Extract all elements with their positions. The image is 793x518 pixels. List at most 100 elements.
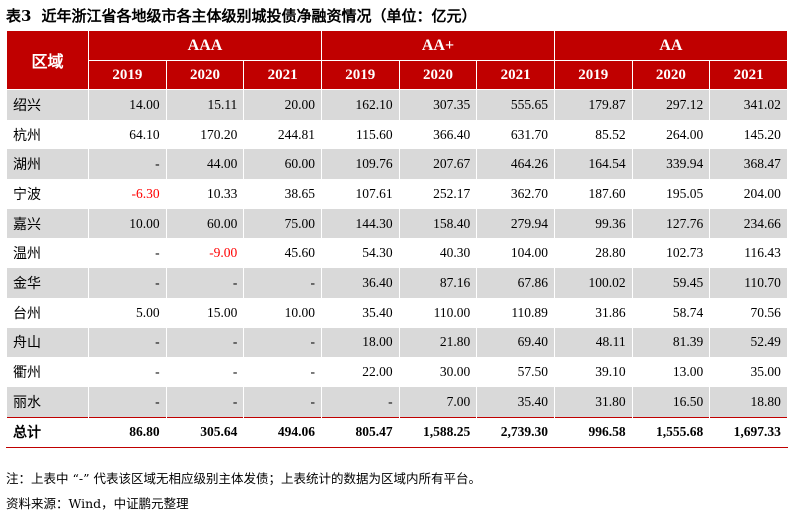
value-cell: - [88,357,167,387]
value-cell: 28.80 [553,238,633,269]
data-source: 资料来源：Wind，中证鹏元整理 [6,496,189,511]
value-cell: 127.76 [631,208,711,239]
value-cell: 31.80 [553,386,633,418]
table-row: 衢州 - - -22.00 30.00 57.50 39.10 13.00 35.00 [6,357,788,387]
region-name: 温州 [6,238,89,269]
value-cell: - [165,357,245,387]
region-name: 绍兴 [6,89,89,120]
value-cell: - [165,327,245,358]
value-cell: 64.10 [88,119,167,150]
table-row: 温州 - -9.00 45.60 54.30 40.30 104.00 28.80 102.73… [6,238,788,269]
value-cell: 75.00 [243,208,322,239]
year-header: 2020 [631,60,711,90]
year-header: 2021 [476,60,555,90]
value-cell: 339.94 [631,149,711,180]
group-header-aa-plus: AA+ [320,30,555,61]
value-cell: - [243,386,322,418]
value-cell: 252.17 [398,179,478,209]
value-cell: 39.10 [553,357,633,387]
value-cell: - [243,327,322,358]
table-row: 杭州 64.10 170.20 244.81 115.60 366.40 631.70 85.… [6,119,788,150]
value-cell: 5.00 [88,297,167,328]
value-cell: 35.00 [709,357,788,387]
value-cell: 70.56 [709,297,788,328]
value-cell: 30.00 [398,357,478,387]
value-cell: 110.00 [398,297,478,328]
table-row: 台州 5.00 15.00 10.00 35.40 110.00 110.89 31.86 58… [6,297,788,328]
value-cell: - [320,386,400,418]
value-cell: 100.02 [553,268,633,298]
value-cell: 57.50 [476,357,555,387]
value-cell: 107.61 [320,179,400,209]
value-cell: 20.00 [243,89,322,120]
value-cell: 13.00 [631,357,711,387]
header-row-groups: 区域 AAA AA+ AA [6,30,788,90]
value-cell: 1,555.68 [631,416,711,449]
value-cell: - [165,268,245,298]
value-cell: 59.45 [631,268,711,298]
value-cell: 31.86 [553,297,633,328]
year-header: 2021 [709,60,788,90]
value-cell: 195.05 [631,179,711,209]
value-cell: 279.94 [476,208,555,239]
value-cell: 179.87 [553,89,633,120]
value-cell: 805.47 [320,416,400,449]
value-cell: 362.70 [476,179,555,209]
table-row: 湖州 -44.00 60.00 109.76 207.67 464.26 164.54 339… [6,149,788,180]
region-header: 区域 [6,30,89,90]
value-cell: 162.10 [320,89,400,120]
value-cell: 81.39 [631,327,711,358]
value-cell: 631.70 [476,119,555,150]
table-row: 绍兴 14.00 15.11 20.00 162.10 307.35 555.65 179.8… [6,89,788,120]
value-cell: 22.00 [320,357,400,387]
value-cell: 244.81 [243,119,322,150]
table-title-text: 近年浙江省各地级市各主体级别城投债净融资情况（单位：亿元） [41,7,477,25]
group-header-aaa: AAA [88,30,322,61]
value-cell: 54.30 [320,238,400,269]
header-row-years: 2019 2020 2021 2019 2020 2021 2019 2020 … [7,60,788,90]
value-cell: 1,588.25 [398,416,478,449]
total-row: 总计 86.80 305.64 494.06 805.47 1,588.25 2,739.3… [6,416,788,449]
value-cell: 16.50 [631,386,711,418]
value-cell: 110.89 [476,297,555,328]
value-cell: 1,697.33 [709,416,788,449]
value-cell: 305.64 [165,416,245,449]
value-cell: 115.60 [320,119,400,150]
value-cell: - [243,357,322,387]
value-cell: 38.65 [243,179,322,209]
value-cell: 21.80 [398,327,478,358]
value-cell: -6.30 [88,179,167,209]
value-cell: 264.00 [631,119,711,150]
value-cell: - [165,386,245,418]
year-header: 2020 [398,60,478,90]
table-number: 表3 [6,7,32,25]
region-name: 杭州 [6,119,89,150]
table-note: 注：上表中 “-” 代表该区域无相应级别主体发债；上表统计的数据为区域内所有平台… [6,471,481,486]
value-cell: 87.16 [398,268,478,298]
value-cell: 35.40 [320,297,400,328]
value-cell: 110.70 [709,268,788,298]
value-cell: 116.43 [709,238,788,269]
value-cell: 207.67 [398,149,478,180]
group-header-aa: AA [553,30,788,61]
value-cell: 60.00 [243,149,322,180]
value-cell: 144.30 [320,208,400,239]
value-cell: 44.00 [165,149,245,180]
value-cell: 158.40 [398,208,478,239]
total-label: 总计 [6,416,89,449]
value-cell: 58.74 [631,297,711,328]
year-header: 2019 [320,60,400,90]
value-cell: 234.66 [709,208,788,239]
region-name: 金华 [6,268,89,298]
value-cell: -9.00 [165,238,245,269]
financing-table: 区域 AAA AA+ AA 2019 2020 2021 2019 2020 2… [6,30,788,449]
table-row: 宁波 -6.30 10.33 38.65 107.61 252.17 362.70 187.6… [6,179,788,209]
value-cell: 464.26 [476,149,555,180]
value-cell: - [243,268,322,298]
value-cell: 67.86 [476,268,555,298]
value-cell: 45.60 [243,238,322,269]
region-name: 衢州 [6,357,89,387]
value-cell: 99.36 [553,208,633,239]
year-header: 2019 [88,60,167,90]
value-cell: 35.40 [476,386,555,418]
